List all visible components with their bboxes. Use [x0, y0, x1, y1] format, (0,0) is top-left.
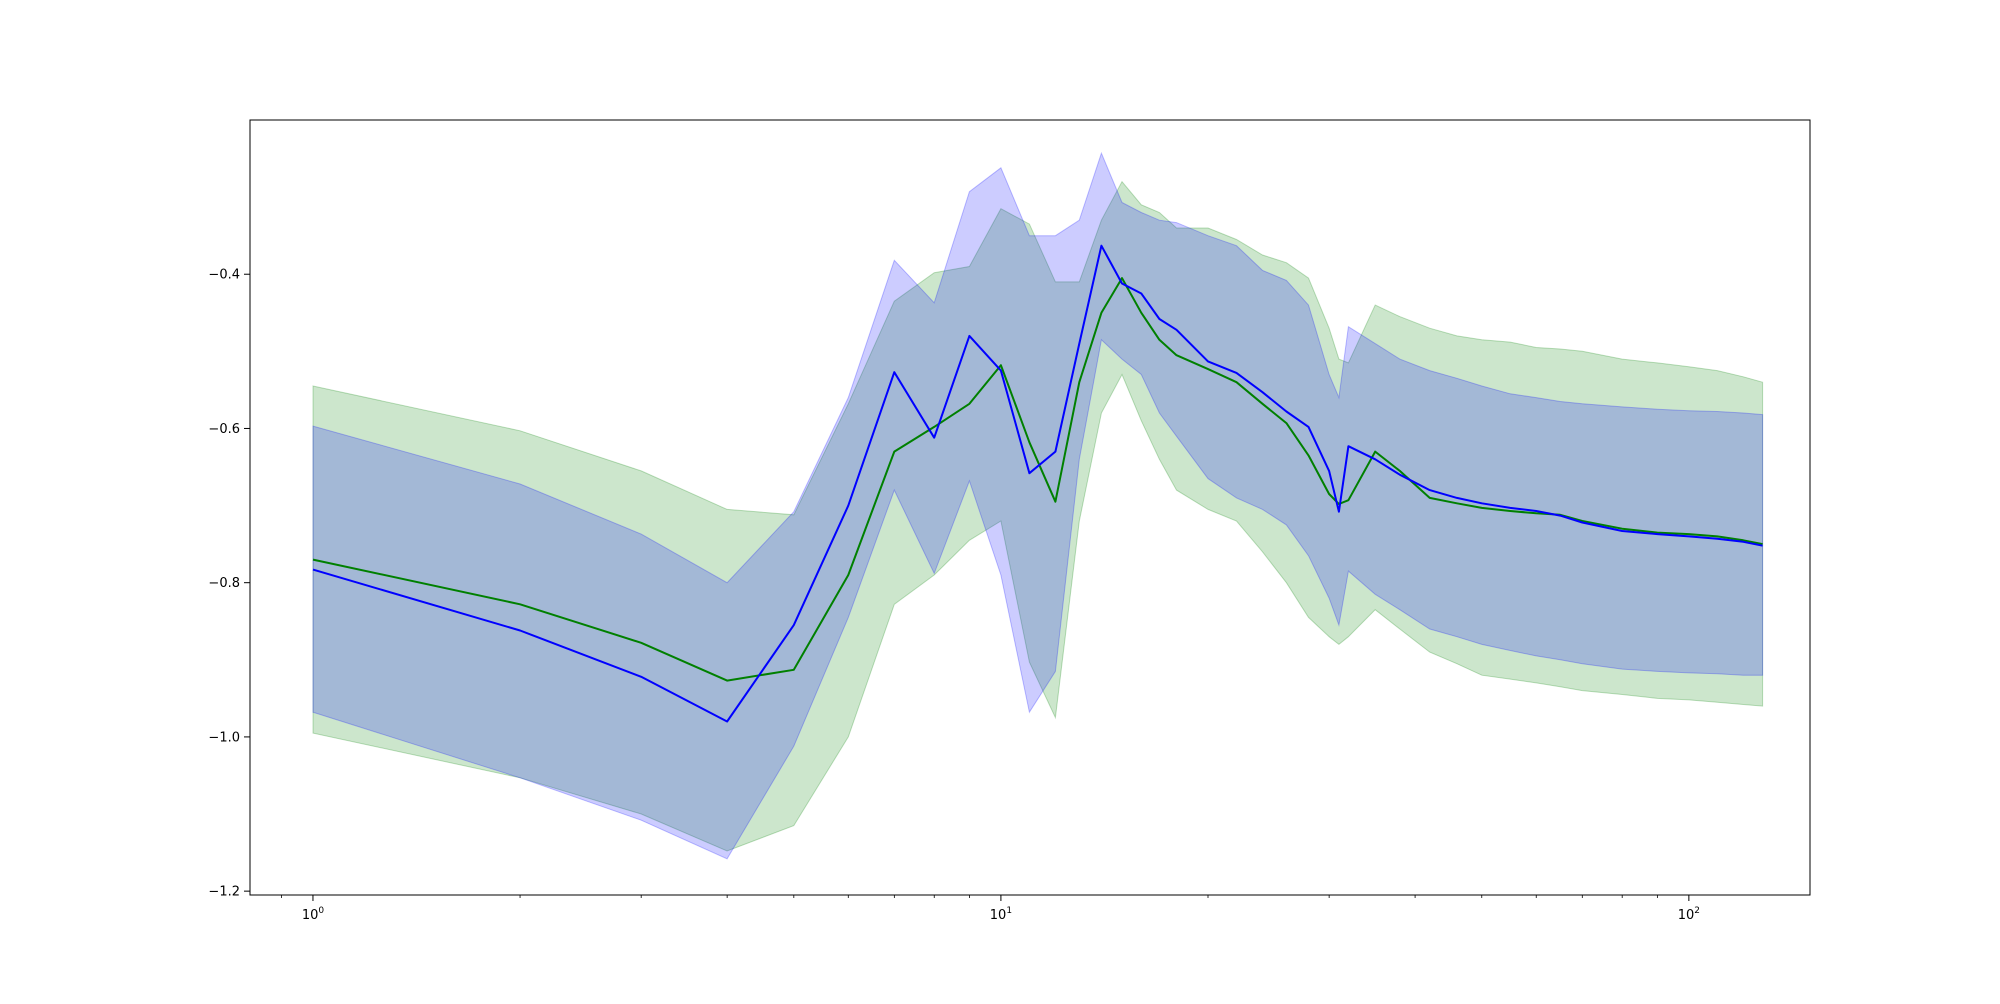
y-tick-label: −1.2	[208, 885, 240, 900]
y-tick-label: −0.8	[208, 576, 240, 591]
x-tick-label: 102	[1678, 906, 1700, 923]
series-1-band	[312, 151, 1764, 860]
series-0-band	[312, 180, 1764, 852]
series-lines	[312, 244, 1763, 723]
confidence-bands	[312, 151, 1764, 860]
series-1-line	[312, 244, 1763, 723]
x-tick-label: 101	[990, 906, 1012, 923]
y-tick-label: −0.6	[208, 422, 240, 437]
y-tick-label: −1.0	[208, 730, 240, 745]
plot-frame	[249, 119, 1811, 896]
x-tick-label: 100	[302, 906, 325, 923]
y-tick-label: −0.4	[208, 268, 240, 283]
x-axis: 100 101 102	[281, 895, 1700, 923]
y-axis: −1.2 −1.0 −0.8 −0.6 −0.4	[208, 268, 250, 900]
